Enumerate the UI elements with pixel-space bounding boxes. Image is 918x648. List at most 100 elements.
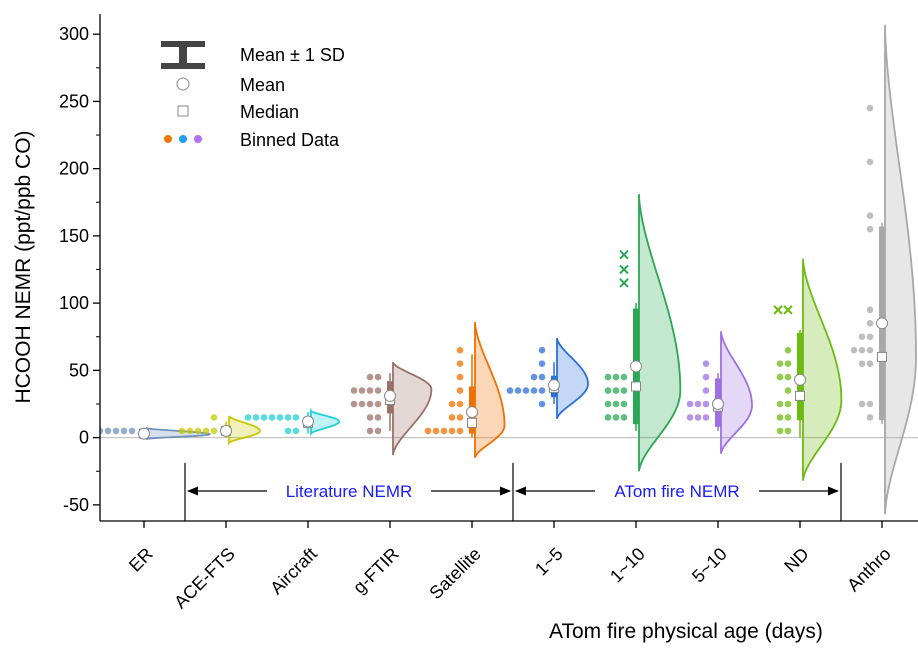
violin-Satellite (424, 321, 506, 459)
data-point (292, 427, 300, 435)
legend-label: Mean (240, 75, 285, 95)
data-point (456, 360, 464, 367)
data-point (784, 346, 792, 354)
mean-marker (712, 398, 724, 410)
data-point (448, 400, 456, 408)
data-point (374, 427, 382, 435)
outlier-marker (773, 305, 783, 315)
violin-g-FTIR (350, 361, 433, 456)
violin-Anthro (850, 24, 917, 515)
outlier-marker (619, 278, 629, 288)
data-point (866, 400, 874, 408)
data-point (620, 387, 628, 394)
data-point (686, 414, 694, 421)
x-tick-label: 5~10 (688, 544, 731, 587)
data-point (374, 400, 382, 408)
data-point (100, 427, 104, 435)
data-point (514, 387, 522, 394)
data-point (432, 427, 440, 435)
data-point (866, 320, 874, 327)
violin-5~10 (686, 331, 753, 454)
data-point (538, 373, 546, 381)
data-point (866, 346, 874, 354)
data-point (702, 360, 710, 367)
data-point (866, 104, 874, 112)
y-tick-label: 50 (69, 360, 89, 380)
data-point (284, 414, 292, 421)
median-marker (795, 390, 805, 401)
data-point (120, 427, 128, 435)
violin-shape (392, 361, 433, 456)
legend-label: Median (240, 102, 299, 122)
data-point (374, 373, 382, 381)
legend-label: Binned Data (240, 130, 340, 150)
legend-bar-symbol (161, 41, 205, 69)
y-tick-label: 0 (79, 428, 89, 448)
mean-marker (138, 427, 150, 440)
data-point (260, 414, 268, 421)
data-point (522, 387, 530, 394)
data-point (424, 427, 432, 435)
data-point (612, 400, 620, 408)
mean-marker (876, 317, 888, 330)
y-tick-label: 300 (59, 24, 89, 44)
data-point (866, 333, 874, 341)
data-point (350, 387, 358, 394)
data-point (530, 387, 538, 394)
group-annotation-layer: Literature NEMR ATom fire NEMR (184, 463, 842, 521)
violin-layer (100, 24, 917, 515)
data-point (358, 387, 366, 394)
data-point (456, 346, 464, 354)
data-point (776, 427, 784, 435)
x-tick-label: ND (780, 544, 813, 577)
data-point (366, 414, 374, 421)
violin-ND (773, 258, 843, 481)
violin-ACE-FTS (178, 414, 261, 446)
x-axis-title: ATom fire physical age (days) (549, 620, 823, 643)
violin-shape (720, 331, 753, 454)
data-point (604, 373, 612, 381)
data-point (858, 360, 866, 367)
data-point (276, 414, 284, 421)
data-point (456, 427, 464, 435)
data-point (694, 400, 702, 408)
outlier-marker (783, 305, 793, 315)
data-point (456, 373, 464, 381)
data-point (858, 333, 866, 341)
violin-shape (146, 426, 211, 441)
data-point (784, 387, 792, 394)
violin-1~10 (604, 194, 682, 472)
data-point (178, 427, 186, 435)
data-point (702, 400, 710, 408)
data-point (866, 360, 874, 367)
group-label: Literature NEMR (286, 482, 413, 501)
data-point (866, 158, 874, 166)
data-point (604, 387, 612, 394)
violin-shape (310, 407, 340, 437)
data-point (784, 400, 792, 408)
violin-shape (802, 258, 843, 481)
data-point (456, 400, 464, 408)
data-point (866, 212, 874, 220)
data-point (776, 414, 784, 421)
y-tick-label: 200 (59, 159, 89, 179)
violin-Aircraft (244, 407, 340, 437)
data-point (620, 414, 628, 421)
y-tick-label: 250 (59, 91, 89, 111)
group-arrowhead-left (515, 486, 526, 496)
data-point (612, 387, 620, 394)
data-point (374, 414, 382, 421)
data-point (506, 387, 514, 394)
data-point (112, 427, 120, 435)
legend-dot (194, 135, 202, 143)
data-point (202, 427, 210, 435)
legend-dot (179, 135, 187, 143)
violin-1~5 (506, 337, 589, 420)
data-point (374, 387, 382, 394)
mean-marker (302, 415, 314, 428)
data-point (252, 414, 260, 421)
data-point (538, 346, 546, 354)
x-tick-label: 1~5 (531, 544, 567, 580)
group-arrowhead-right (500, 486, 511, 496)
